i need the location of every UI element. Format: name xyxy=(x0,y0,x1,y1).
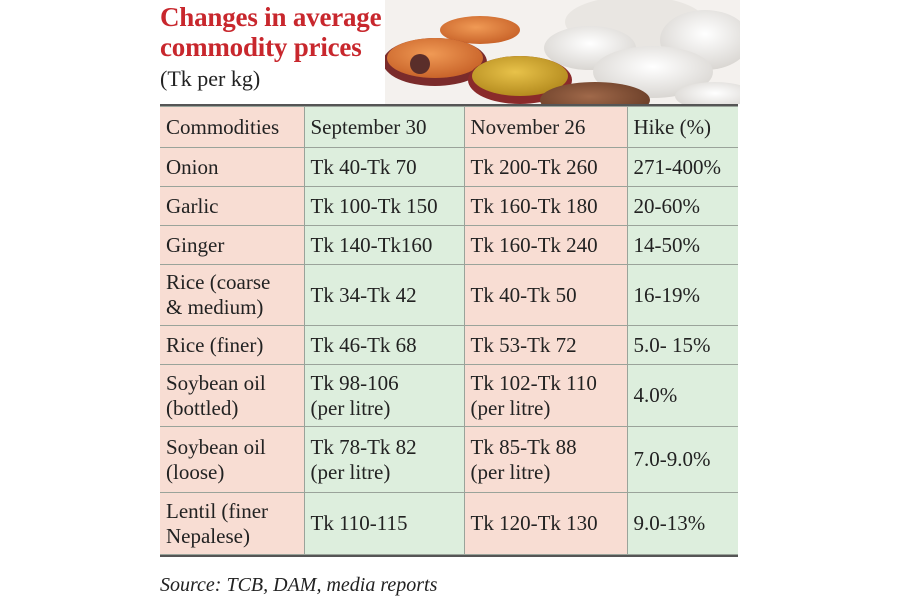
cell-november-26: Tk 160-Tk 180 xyxy=(463,186,628,226)
chart-title: Changes in average commodity prices xyxy=(160,2,382,62)
cell-november-26: Tk 102-Tk 110 (per litre) xyxy=(463,364,628,427)
cell-november-26: Tk 200-Tk 260 xyxy=(463,147,628,187)
cell-hike: 7.0-9.0% xyxy=(626,426,738,493)
cell-september-30: Tk 78-Tk 82 (per litre) xyxy=(303,426,465,493)
cell-commodity: Lentil (finer Nepalese) xyxy=(160,492,305,555)
cell-commodity: Rice (coarse & medium) xyxy=(160,264,305,326)
cell-september-30: Tk 100-Tk 150 xyxy=(303,186,465,226)
cell-hike: 14-50% xyxy=(626,225,738,265)
cell-commodity: Rice (finer) xyxy=(160,325,305,365)
cell-september-30: Tk 46-Tk 68 xyxy=(303,325,465,365)
cell-commodity: Garlic xyxy=(160,186,305,226)
cell-hike: 5.0- 15% xyxy=(626,325,738,365)
table-row: Rice (finer) Tk 46-Tk 68 Tk 53-Tk 72 5.0… xyxy=(160,325,738,365)
header-commodities: Commodities xyxy=(160,106,305,148)
table-row: Soybean oil (bottled) Tk 98-106 (per lit… xyxy=(160,364,738,427)
cell-november-26: Tk 160-Tk 240 xyxy=(463,225,628,265)
cell-commodity: Soybean oil (loose) xyxy=(160,426,305,493)
source-note: Source: TCB, DAM, media reports xyxy=(160,574,438,596)
table-row: Garlic Tk 100-Tk 150 Tk 160-Tk 180 20-60… xyxy=(160,186,738,226)
cell-november-26: Tk 85-Tk 88 (per litre) xyxy=(463,426,628,493)
price-table: Commodities September 30 November 26 Hik… xyxy=(160,104,738,557)
cell-hike: 9.0-13% xyxy=(626,492,738,555)
chart-subtitle: (Tk per kg) xyxy=(160,66,261,91)
title-line-1: Changes in average xyxy=(160,2,382,32)
commodity-bowls-image xyxy=(385,0,740,104)
cell-commodity: Soybean oil (bottled) xyxy=(160,364,305,427)
cell-september-30: Tk 110-115 xyxy=(303,492,465,555)
cell-september-30: Tk 34-Tk 42 xyxy=(303,264,465,326)
cell-november-26: Tk 40-Tk 50 xyxy=(463,264,628,326)
header-november-26: November 26 xyxy=(463,106,628,148)
cell-hike: 20-60% xyxy=(626,186,738,226)
table-row: Onion Tk 40-Tk 70 Tk 200-Tk 260 271-400% xyxy=(160,147,738,187)
cell-commodity: Onion xyxy=(160,147,305,187)
cell-hike: 4.0% xyxy=(626,364,738,427)
table-row: Soybean oil (loose) Tk 78-Tk 82 (per lit… xyxy=(160,426,738,493)
cell-september-30: Tk 98-106 (per litre) xyxy=(303,364,465,427)
title-line-2: commodity prices xyxy=(160,32,362,62)
cell-hike: 16-19% xyxy=(626,264,738,326)
cell-september-30: Tk 140-Tk160 xyxy=(303,225,465,265)
table-row: Ginger Tk 140-Tk160 Tk 160-Tk 240 14-50% xyxy=(160,225,738,265)
table-header-row: Commodities September 30 November 26 Hik… xyxy=(160,106,738,148)
header-hike: Hike (%) xyxy=(626,106,738,148)
cell-hike: 271-400% xyxy=(626,147,738,187)
header-september-30: September 30 xyxy=(303,106,465,148)
table-row: Rice (coarse & medium) Tk 34-Tk 42 Tk 40… xyxy=(160,264,738,326)
table-row: Lentil (finer Nepalese) Tk 110-115 Tk 12… xyxy=(160,492,738,555)
cell-november-26: Tk 120-Tk 130 xyxy=(463,492,628,555)
cell-september-30: Tk 40-Tk 70 xyxy=(303,147,465,187)
cell-november-26: Tk 53-Tk 72 xyxy=(463,325,628,365)
cell-commodity: Ginger xyxy=(160,225,305,265)
infographic: Changes in average commodity prices (Tk … xyxy=(160,0,740,600)
